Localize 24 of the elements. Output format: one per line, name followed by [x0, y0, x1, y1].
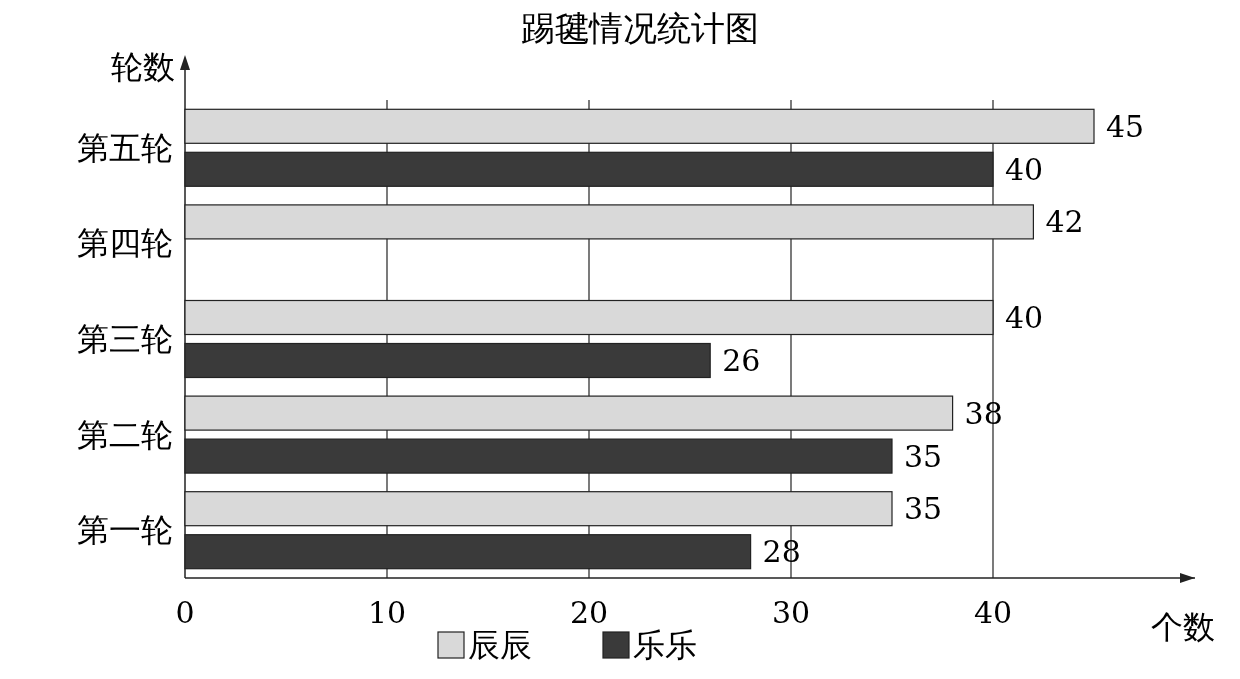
y-axis-title: 轮数 — [111, 48, 175, 86]
x-axis-title: 个数 — [1151, 608, 1215, 646]
y-tick-label: 第一轮 — [77, 511, 173, 550]
legend-label: 辰辰 — [468, 626, 532, 664]
chart-title: 踢毽情况统计图 — [521, 8, 759, 48]
x-tick-label: 20 — [569, 595, 609, 630]
y-tick-label: 第三轮 — [77, 320, 173, 358]
data-label: 42 — [1045, 204, 1084, 240]
y-tick-label: 第五轮 — [77, 128, 173, 167]
y-tick-label: 第四轮 — [77, 224, 173, 263]
legend-label: 乐乐 — [633, 626, 697, 664]
data-label: 26 — [722, 343, 761, 378]
x-tick-label: 0 — [175, 595, 195, 630]
data-label: 38 — [964, 395, 1003, 431]
x-tick-label: 40 — [973, 595, 1013, 630]
data-label: 40 — [1005, 151, 1044, 187]
x-tick-label: 30 — [771, 595, 811, 630]
y-tick-label: 第二轮 — [77, 415, 173, 454]
data-label: 40 — [1005, 300, 1044, 335]
data-label: 35 — [904, 491, 943, 527]
data-label: 28 — [762, 534, 801, 570]
x-tick-label: 10 — [367, 595, 407, 630]
data-label: 45 — [1106, 108, 1145, 144]
data-label: 35 — [904, 438, 943, 474]
